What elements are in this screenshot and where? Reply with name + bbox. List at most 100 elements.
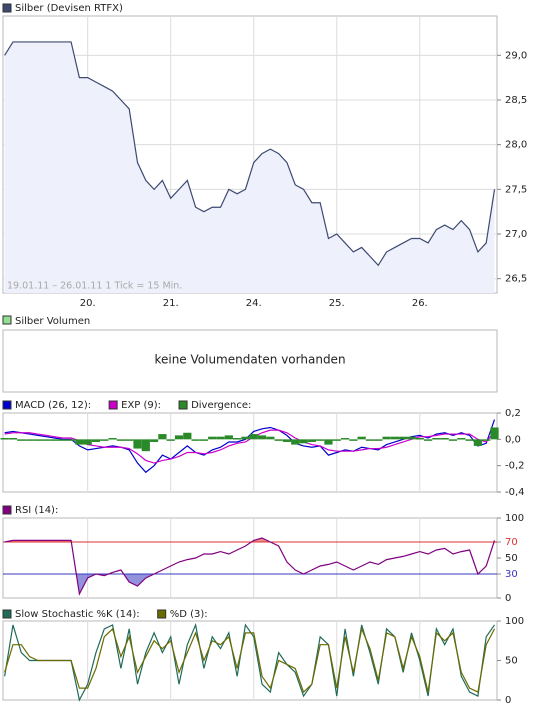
series-line [4, 622, 496, 702]
area-fill [4, 41, 495, 293]
divergence-bar [75, 439, 84, 445]
divergence-bar [257, 435, 267, 440]
legend-label: Slow Stochastic %K (14): [15, 609, 140, 620]
y-tick-label: 30 [505, 569, 518, 580]
legend-label: Divergence: [191, 400, 251, 411]
divergence-bar [141, 439, 150, 452]
divergence-bar [100, 439, 109, 441]
annotation: 19.01.11 – 26.01.11 1 Tick = 15 Min. [7, 281, 182, 292]
divergence-bar [33, 439, 42, 441]
y-tick-label: 100 [505, 616, 524, 627]
divergence-bar [133, 439, 142, 449]
divergence-bar [340, 438, 350, 440]
plot-area [2, 620, 498, 701]
legend-swatch [157, 609, 167, 619]
divergence-bar [233, 438, 242, 440]
y-tick-label: 0 [505, 593, 511, 604]
divergence-bar [42, 439, 51, 441]
divergence-bar [191, 439, 200, 441]
divergence-bar [465, 439, 474, 441]
y-tick-label: 0,2 [505, 408, 521, 419]
y-tick-label: -0,4 [505, 487, 525, 498]
divergence-bar [83, 439, 92, 445]
y-tick-label: 27,5 [505, 184, 527, 195]
divergence-bar [158, 434, 167, 440]
divergence-bar [125, 439, 134, 441]
x-tick-label: 25. [329, 298, 345, 309]
y-tick-label: 26,5 [505, 274, 527, 285]
divergence-bar [149, 439, 159, 442]
divergence-bar [224, 435, 233, 440]
legend-label: MACD (26, 12): [15, 400, 91, 411]
divergence-bar [199, 439, 209, 441]
plot-area [2, 517, 498, 599]
series-line [4, 537, 496, 596]
y-tick-label: 28,5 [505, 95, 527, 106]
divergence-bar [8, 438, 18, 440]
divergence-bar [108, 438, 117, 440]
legend-swatch [2, 609, 12, 619]
divergence-bar [183, 432, 192, 440]
divergence-bar [316, 439, 325, 441]
volume-title: Silber Volumen [15, 316, 90, 327]
x-tick-label: 26. [412, 298, 428, 309]
divergence-bar [282, 439, 292, 442]
volume-message: keine Volumendaten vorhanden [154, 353, 345, 367]
legend-swatch [2, 400, 12, 410]
divergence-bar [166, 439, 175, 441]
divergence-bar [291, 439, 300, 445]
divergence-bar [266, 436, 275, 440]
x-tick-label: 24. [246, 298, 262, 309]
legend-swatch [2, 315, 12, 325]
y-tick-label: 50 [505, 553, 518, 564]
divergence-bar [0, 438, 9, 440]
y-tick-label: 29,0 [505, 50, 527, 61]
legend-swatch [2, 505, 12, 515]
divergence-bar [399, 436, 408, 440]
divergence-bar [25, 439, 34, 441]
series-line [4, 419, 496, 474]
divergence-bar [374, 439, 383, 441]
divergence-bar [50, 439, 59, 441]
divergence-bar [407, 436, 416, 440]
legend-label: %D (3): [170, 609, 208, 620]
series-line [4, 626, 496, 694]
divergence-bar [382, 436, 391, 440]
divergence-bar [324, 439, 333, 445]
divergence-bar [208, 436, 217, 440]
divergence-bar [473, 439, 483, 446]
divergence-bar [249, 434, 258, 440]
legend-label: Silber (Devisen RTFX) [15, 3, 123, 14]
divergence-bar [440, 438, 449, 440]
divergence-bar [390, 436, 399, 440]
volume-panel [2, 329, 498, 393]
y-tick-label: 100 [505, 513, 524, 524]
divergence-bar [365, 439, 375, 441]
divergence-bar [66, 439, 76, 441]
divergence-bar [241, 436, 250, 440]
legend-label: EXP (9): [121, 400, 161, 411]
divergence-bar [307, 439, 316, 442]
legend-swatch [2, 3, 12, 13]
divergence-bar [274, 439, 283, 441]
divergence-bar [216, 436, 225, 440]
divergence-bar [415, 438, 424, 440]
y-tick-label: 0,0 [505, 434, 521, 445]
divergence-bar [174, 435, 184, 440]
x-tick-label: 21. [163, 298, 179, 309]
divergence-bar [490, 427, 499, 440]
divergence-bar [432, 438, 441, 440]
divergence-bar [448, 439, 458, 441]
divergence-bar [91, 439, 101, 442]
divergence-bar [58, 439, 67, 441]
y-tick-label: 28,0 [505, 140, 527, 151]
divergence-bar [116, 439, 126, 441]
divergence-bar [457, 438, 466, 440]
y-tick-label: 50 [505, 656, 518, 667]
divergence-bar [482, 439, 491, 441]
x-tick-label: 20. [80, 298, 96, 309]
y-tick-label: 0 [505, 695, 511, 706]
y-tick-label: 27,0 [505, 229, 527, 240]
divergence-bar [423, 439, 433, 441]
